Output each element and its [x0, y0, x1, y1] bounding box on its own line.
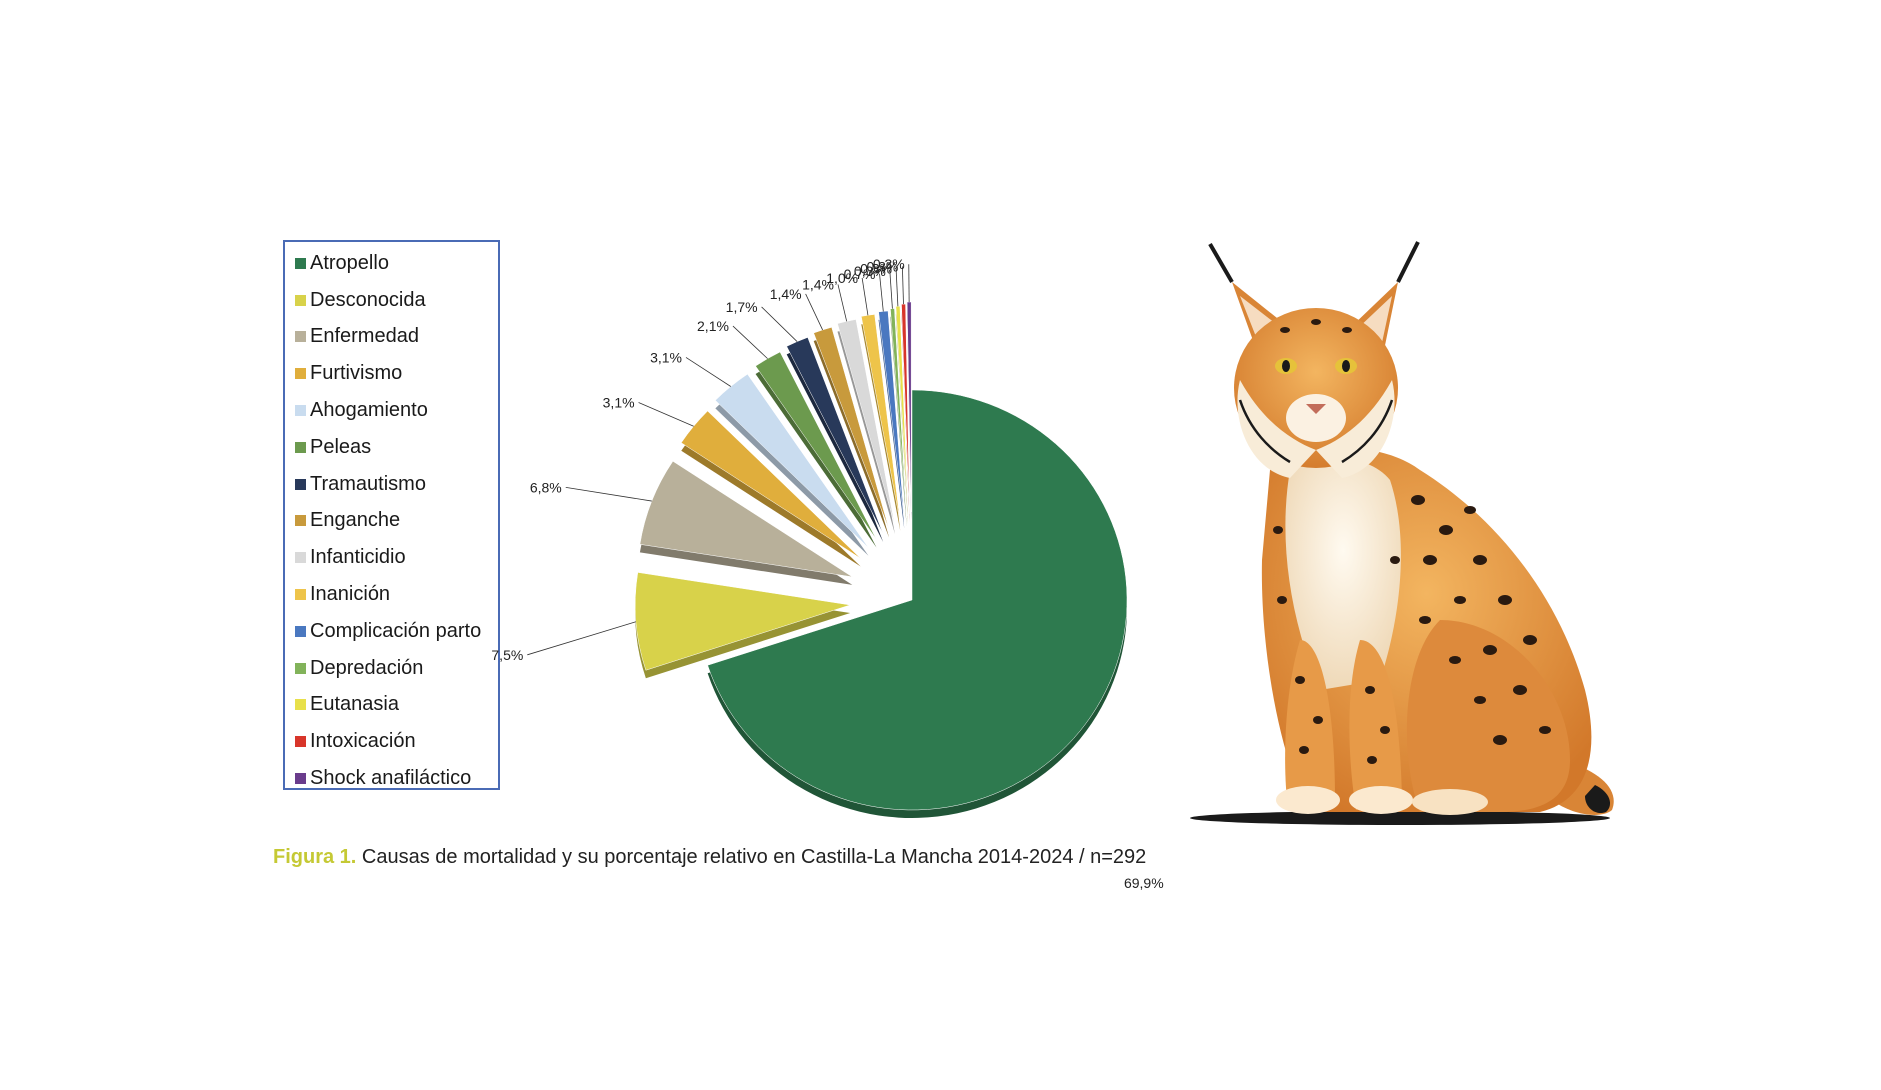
pie-label-leader: [805, 293, 823, 331]
pie-value-label-desconocida: 7,5%: [491, 647, 523, 663]
pie-value-label-intoxicacion: 0,3%: [866, 258, 898, 274]
pie-value-label-shock-anafilactico: 0,3%: [873, 256, 905, 272]
legend-swatch: [295, 736, 306, 748]
legend-item-peleas: Peleas: [295, 429, 498, 466]
pie-slice-depth-depredacion: [890, 316, 907, 527]
pie-value-label-inanicion: 1,0%: [826, 270, 858, 286]
legend-label: Tramautismo: [310, 472, 426, 495]
pie-label-leader: [861, 277, 869, 316]
pie-slice-tramautismo: [786, 337, 884, 535]
legend-swatch: [295, 699, 306, 711]
pie-value-label-peleas: 2,1%: [697, 318, 729, 334]
legend-swatch: [295, 257, 306, 269]
legend-swatch: [295, 368, 306, 380]
legend-item-tramautismo: Tramautismo: [295, 466, 498, 503]
pie-value-label-depredacion: 0,3%: [854, 263, 886, 279]
legend-label: Enganche: [310, 509, 401, 532]
legend-label: Intoxicación: [310, 730, 416, 753]
legend-item-enfermedad: Enfermedad: [295, 319, 498, 356]
pie-value-label-complicacion-parto: 0,7%: [844, 266, 876, 282]
legend-swatch: [295, 294, 306, 306]
legend-swatch: [295, 552, 306, 564]
pie-label-leader: [889, 270, 893, 309]
pie-value-label-tramautismo: 1,7%: [726, 299, 758, 315]
pie-slice-inanicion: [860, 314, 901, 523]
legend-label: Depredación: [310, 656, 424, 679]
legend-item-desconocida: Desconocida: [295, 282, 498, 319]
legend-item-ahogamiento: Ahogamiento: [295, 392, 498, 429]
pie-slice-depth-tramautismo: [786, 345, 884, 543]
pie-value-label-enganche: 1,4%: [770, 286, 802, 302]
legend-swatch: [295, 773, 306, 785]
pie-label-leader: [895, 268, 899, 307]
legend-swatch: [295, 625, 306, 637]
legend-label: Eutanasia: [310, 693, 399, 716]
legend-swatch: [295, 515, 306, 527]
chart-legend: Atropello Desconocida Enfermedad Furtivismo…: [283, 240, 500, 790]
legend-item-infanticidio: Infanticidio: [295, 539, 498, 576]
pie-label-leader: [638, 402, 694, 427]
legend-label: Inanición: [310, 583, 391, 606]
legend-swatch: [295, 478, 306, 490]
pie-slice-depredacion: [890, 308, 907, 519]
legend-label: Infanticidio: [310, 546, 406, 569]
legend-item-complicacion-parto: Complicación parto: [295, 613, 498, 650]
pie-slice-depth-inanicion: [861, 322, 901, 531]
legend-label: Enfermedad: [310, 325, 419, 348]
legend-label: Desconocida: [310, 288, 426, 311]
legend-item-enganche: Enganche: [295, 503, 498, 540]
pie-label-leader: [879, 273, 884, 312]
legend-item-intoxicacion: Intoxicación: [295, 723, 498, 760]
pie-value-label-enfermedad: 6,8%: [530, 479, 562, 495]
pie-label-leader: [837, 284, 848, 322]
pie-label-leader: [761, 306, 798, 342]
legend-label: Furtivismo: [310, 362, 403, 385]
pie-slice-depth-eutanasia: [895, 314, 909, 525]
pie-slice-depth-infanticidio: [837, 327, 895, 534]
pie-label-leader: [565, 486, 652, 502]
pie-slice-complicacion-parto: [878, 310, 905, 521]
legend-label: Complicación parto: [310, 619, 482, 642]
legend-swatch: [295, 441, 306, 453]
figure-caption-text: Causas de mortalidad y su porcentaje rel…: [361, 846, 1147, 868]
pie-slice-furtivismo: [680, 410, 861, 559]
legend-label: Shock anafiláctico: [310, 767, 472, 790]
pie-value-label-atropello: 69,9%: [1124, 875, 1164, 891]
pie-slice-enganche: [813, 326, 890, 530]
pie-slice-depth-complicacion-parto: [878, 318, 905, 529]
legend-swatch: [295, 331, 306, 343]
legend-list: Atropello Desconocida Enfermedad Furtivismo…: [285, 242, 498, 797]
pie-label-leader: [901, 266, 904, 305]
legend-item-eutanasia: Eutanasia: [295, 687, 498, 724]
legend-item-shock-anafilactico: Shock anafiláctico: [295, 760, 498, 797]
pie-slice-eutanasia: [895, 305, 909, 517]
pie-label-leader: [732, 325, 768, 359]
legend-item-atropello: Atropello: [295, 245, 498, 282]
legend-item-inanicion: Inanición: [295, 576, 498, 613]
legend-swatch: [295, 589, 306, 601]
legend-item-depredacion: Depredación: [295, 650, 498, 687]
legend-label: Peleas: [310, 435, 372, 458]
legend-swatch: [295, 662, 306, 674]
legend-swatch: [295, 405, 306, 417]
pie-value-label-infanticidio: 1,4%: [802, 276, 834, 292]
pie-slice-atropello: [707, 389, 1128, 811]
pie-value-label-ahogamiento: 3,1%: [650, 349, 682, 365]
pie-slice-depth-enganche: [813, 335, 890, 538]
pie-value-label-eutanasia: 0,3%: [860, 261, 892, 277]
legend-label: Atropello: [310, 251, 389, 274]
legend-item-furtivismo: Furtivismo: [295, 355, 498, 392]
figure-label: Figura 1.: [273, 846, 357, 868]
pie-slice-desconocida: [634, 572, 851, 671]
pie-label-leader: [685, 357, 731, 387]
pie-slice-intoxicacion: [901, 303, 910, 515]
pie-slice-depth-intoxicacion: [901, 312, 910, 523]
pie-label-leader: [527, 621, 637, 656]
pie-value-label-furtivismo: 3,1%: [603, 394, 635, 410]
legend-label: Ahogamiento: [310, 399, 428, 422]
figure-caption: Figura 1. Causas de mortalidad y su porc…: [273, 846, 1146, 869]
